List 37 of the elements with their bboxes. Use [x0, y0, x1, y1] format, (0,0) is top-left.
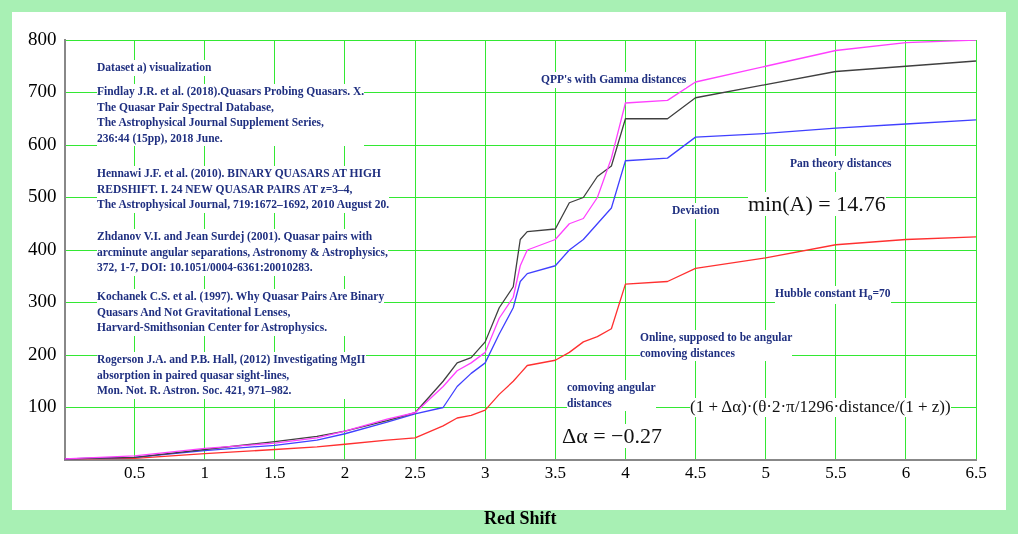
x-axis-title: Red Shift — [483, 507, 557, 528]
y-tick-label: 700 — [28, 80, 57, 102]
x-tick-label: 5 — [761, 462, 770, 482]
y-tick-label: 100 — [28, 395, 57, 417]
annotation: QPP's with Gamma distances — [541, 72, 687, 88]
annotation: Online, supposed to be angular comoving distances — [640, 330, 793, 362]
annotation: (1 + Δα)·(θ·2·π/1296·distance/(1 + z)) — [690, 397, 951, 417]
x-tick-label: 1 — [200, 462, 209, 482]
annotation: Δα = −0.27 — [562, 423, 662, 449]
annotation: Hennawi J.F. et al. (2010). BINARY QUASARS AT HIGH REDSHIFT. I. 24 NEW QUASAR PAIRS AT z=3–4, The Astrophysical Journal, 719:1672–1692, 2010 August 20. — [97, 166, 390, 213]
y-tick-label: 500 — [28, 185, 57, 207]
x-tick-label: 2 — [340, 462, 350, 482]
x-tick-label: 4 — [621, 462, 631, 482]
annotation: Pan theory distances — [790, 156, 892, 172]
annotation: Zhdanov V.I. and Jean Surdej (2001). Quasar pairs with arcminute angular separations, Astronomy & Astrophysics, 372, 1-7, DOI: 10.1051/0004-6361:20010283. — [97, 229, 388, 276]
annotation: Findlay J.R. et al. (2018).Quasars Probing Quasars. X. The Quasar Pair Spectral Database, The Astrophysical Journal Supplement Series, 236:44 (15pp), 2018 June. — [97, 84, 365, 147]
y-tick-label: 300 — [28, 290, 57, 312]
y-tick-label: 800 — [28, 27, 57, 49]
x-tick-label: 6.5 — [965, 462, 987, 482]
x-tick-label: 1.5 — [264, 462, 286, 482]
annotation: Deviation — [672, 203, 720, 219]
annotation: min(A) = 14.76 — [748, 191, 886, 217]
x-tick-label: 0.5 — [123, 462, 146, 482]
x-tick-label: 3 — [480, 462, 490, 482]
y-tick-label: 200 — [28, 342, 57, 364]
x-tick-label: 3.5 — [544, 462, 566, 482]
y-tick-label: 400 — [28, 237, 57, 259]
annotation: comoving angular distances — [567, 380, 656, 412]
x-tick-label: 6 — [901, 462, 911, 482]
annotation: Rogerson J.A. and P.B. Hall, (2012) Investigating MgII absorption in paired quasar sight-lines, Mon. Not. R. Astron. Soc. 421, 971–982. — [97, 352, 366, 399]
x-tick-label: 5.5 — [825, 462, 847, 482]
y-tick-label: 600 — [28, 132, 57, 154]
annotation: Hubble constant H$_{o}$=70 — [775, 286, 891, 305]
x-tick-label: 4.5 — [684, 462, 707, 482]
annotation: Dataset a) visualization — [97, 60, 212, 76]
x-tick-label: 2.5 — [404, 462, 426, 482]
annotation: Kochanek C.S. et al. (1997). Why Quasar Pairs Are Binary Quasars And Not Gravitational Lenses, Harvard-Smithsonian Center for Astrophysics. — [97, 289, 385, 336]
